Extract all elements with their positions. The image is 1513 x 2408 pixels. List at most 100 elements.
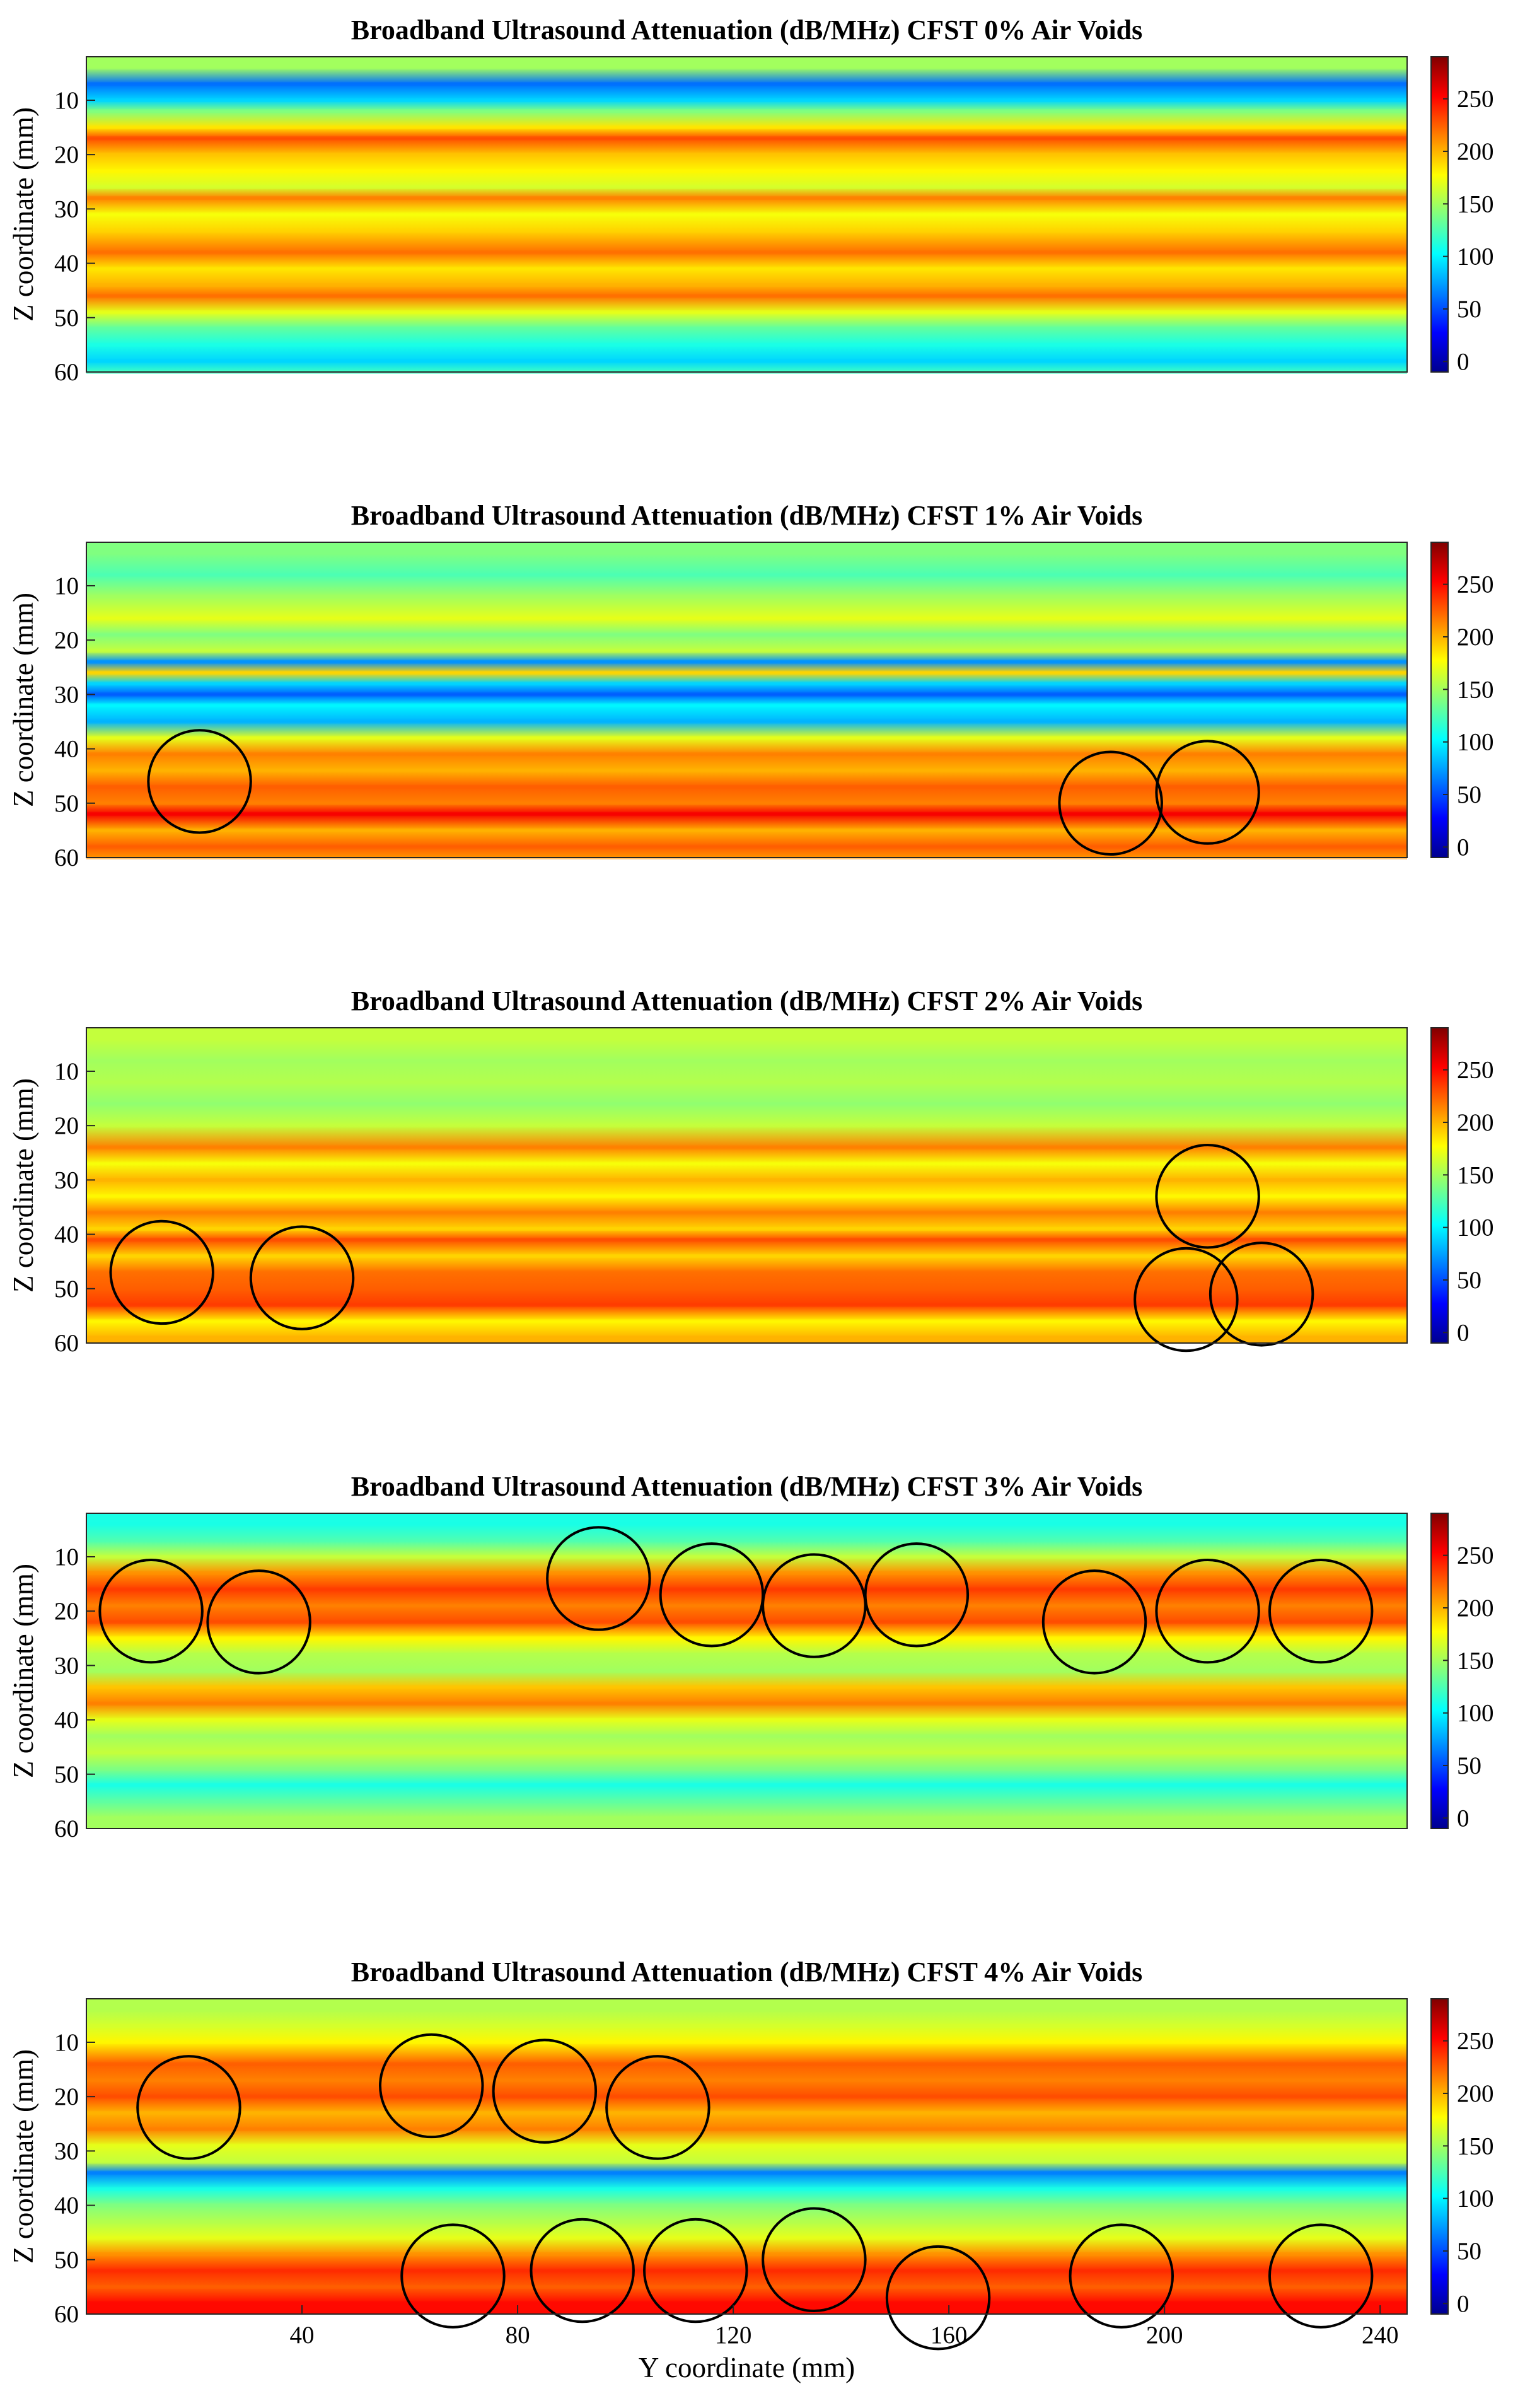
void-circle	[530, 2218, 635, 2324]
heatmap-band	[86, 1783, 1407, 1788]
void-circle	[762, 2207, 867, 2313]
heatmap-panel: Broadband Ultrasound Attenuation (dB/MHz…	[8, 1957, 1494, 2383]
colorbar-tick-label: 200	[1457, 2080, 1494, 2107]
heatmap-band	[86, 1254, 1407, 1259]
y-tick-label: 10	[54, 87, 79, 114]
plot-frame	[86, 56, 1408, 373]
x-tick-label: 80	[506, 2322, 530, 2349]
y-axis-label: Z coordinate (mm)	[8, 107, 39, 322]
y-tick-label: 50	[54, 2247, 79, 2274]
x-tick-label: 240	[1362, 2322, 1399, 2349]
colorbar-tick-label: 100	[1457, 2185, 1494, 2213]
plot-frame	[86, 1998, 1408, 2315]
void-circle	[1133, 1247, 1239, 1352]
heatmap-band	[86, 1286, 1407, 1291]
y-axis-label: Z coordinate (mm)	[8, 593, 39, 807]
colorbar-tick-label: 50	[1457, 1267, 1481, 1294]
colorbar-tick-label: 200	[1457, 624, 1494, 651]
heatmap-band	[86, 1102, 1407, 1106]
heatmap-band	[86, 228, 1407, 233]
heatmap-band	[86, 294, 1407, 298]
heatmap-band	[86, 66, 1407, 70]
heatmap-band	[86, 1178, 1407, 1182]
heatmap-band	[86, 1080, 1407, 1085]
heatmap-band	[86, 1603, 1407, 1608]
void-circle	[400, 2223, 506, 2329]
heatmap-band	[86, 2160, 1407, 2164]
x-tick-label: 40	[290, 2322, 315, 2349]
colorbar-tick-label: 0	[1457, 2290, 1470, 2317]
heatmap-band	[86, 1270, 1407, 1274]
heatmap-band	[86, 660, 1407, 664]
heatmap-band	[86, 125, 1407, 130]
y-tick-label: 30	[54, 195, 79, 223]
heatmap-band	[86, 573, 1407, 577]
x-tick-label: 160	[930, 2322, 968, 2349]
colorbar-tick-label: 100	[1457, 729, 1494, 756]
void-circle	[136, 2055, 241, 2160]
y-tick-label: 20	[54, 627, 79, 654]
void-circle	[1155, 1144, 1260, 1249]
heatmap-band	[86, 2024, 1407, 2028]
chart-title: Broadband Ultrasound Attenuation (dB/MHz…	[351, 15, 1143, 45]
heatmap-band	[86, 801, 1407, 805]
colorbar-tick-label: 150	[1457, 1647, 1494, 1674]
y-tick-label: 50	[54, 790, 79, 817]
void-circle	[249, 1225, 355, 1330]
heatmap-band	[86, 595, 1407, 599]
chart-title: Broadband Ultrasound Attenuation (dB/MHz…	[351, 986, 1143, 1016]
colorbar-tick-label: 150	[1457, 676, 1494, 703]
heatmap-panel: Broadband Ultrasound Attenuation (dB/MHz…	[8, 1471, 1494, 1842]
colorbar-tick-label: 150	[1457, 1161, 1494, 1189]
void-circle	[1268, 1558, 1374, 1664]
heatmap-band	[86, 2127, 1407, 2131]
heatmap-band	[86, 1058, 1407, 1062]
heatmap-field	[86, 1028, 1407, 1343]
heatmap-band	[86, 2062, 1407, 2066]
y-tick-label: 20	[54, 1598, 79, 1625]
heatmap-band	[86, 670, 1407, 675]
void-circle	[1268, 2223, 1374, 2329]
colorbar-tick-label: 200	[1457, 1109, 1494, 1136]
void-circle	[1209, 1242, 1314, 1347]
void-circle	[1155, 1558, 1260, 1664]
heatmap-band	[86, 844, 1407, 849]
heatmap-band	[86, 2078, 1407, 2083]
void-circle	[379, 2033, 484, 2139]
y-tick-label: 60	[54, 1330, 79, 1357]
heatmap-band	[86, 1226, 1407, 1231]
heatmap-band	[86, 1620, 1407, 1624]
y-tick-label: 60	[54, 2301, 79, 2328]
void-circle	[1058, 750, 1163, 856]
heatmap-band	[86, 342, 1407, 347]
colorbar-tick-label: 0	[1457, 1805, 1470, 1832]
heatmap-panel: Broadband Ultrasound Attenuation (dB/MHz…	[8, 500, 1494, 871]
heatmap-band	[86, 1767, 1407, 1771]
heatmap-band	[86, 2284, 1407, 2289]
heatmap-band	[86, 109, 1407, 113]
plot-frame	[86, 1027, 1408, 1344]
void-circle	[492, 2039, 598, 2144]
heatmap-band	[86, 1335, 1407, 1340]
colorbar-tick-label: 100	[1457, 243, 1494, 270]
heatmap-band	[86, 196, 1407, 201]
y-tick-label: 50	[54, 305, 79, 332]
y-tick-label: 40	[54, 1221, 79, 1248]
chart-title: Broadband Ultrasound Attenuation (dB/MHz…	[351, 1957, 1143, 1987]
y-tick-label: 40	[54, 1707, 79, 1734]
colorbar-tick-label: 150	[1457, 190, 1494, 218]
heatmap-band	[86, 98, 1407, 102]
heatmap-band	[86, 1538, 1407, 1543]
y-tick-label: 10	[54, 2029, 79, 2056]
heatmap-band	[86, 267, 1407, 271]
colorbar-tick-label: 250	[1457, 2028, 1494, 2055]
void-circle	[147, 729, 252, 834]
colorbar-tick-label: 200	[1457, 138, 1494, 165]
heatmap-band	[86, 703, 1407, 707]
heatmap-band	[86, 736, 1407, 740]
heatmap-band	[86, 2301, 1407, 2305]
void-circle	[206, 1569, 311, 1675]
void-circle	[546, 1526, 651, 1631]
y-tick-label: 40	[54, 250, 79, 277]
